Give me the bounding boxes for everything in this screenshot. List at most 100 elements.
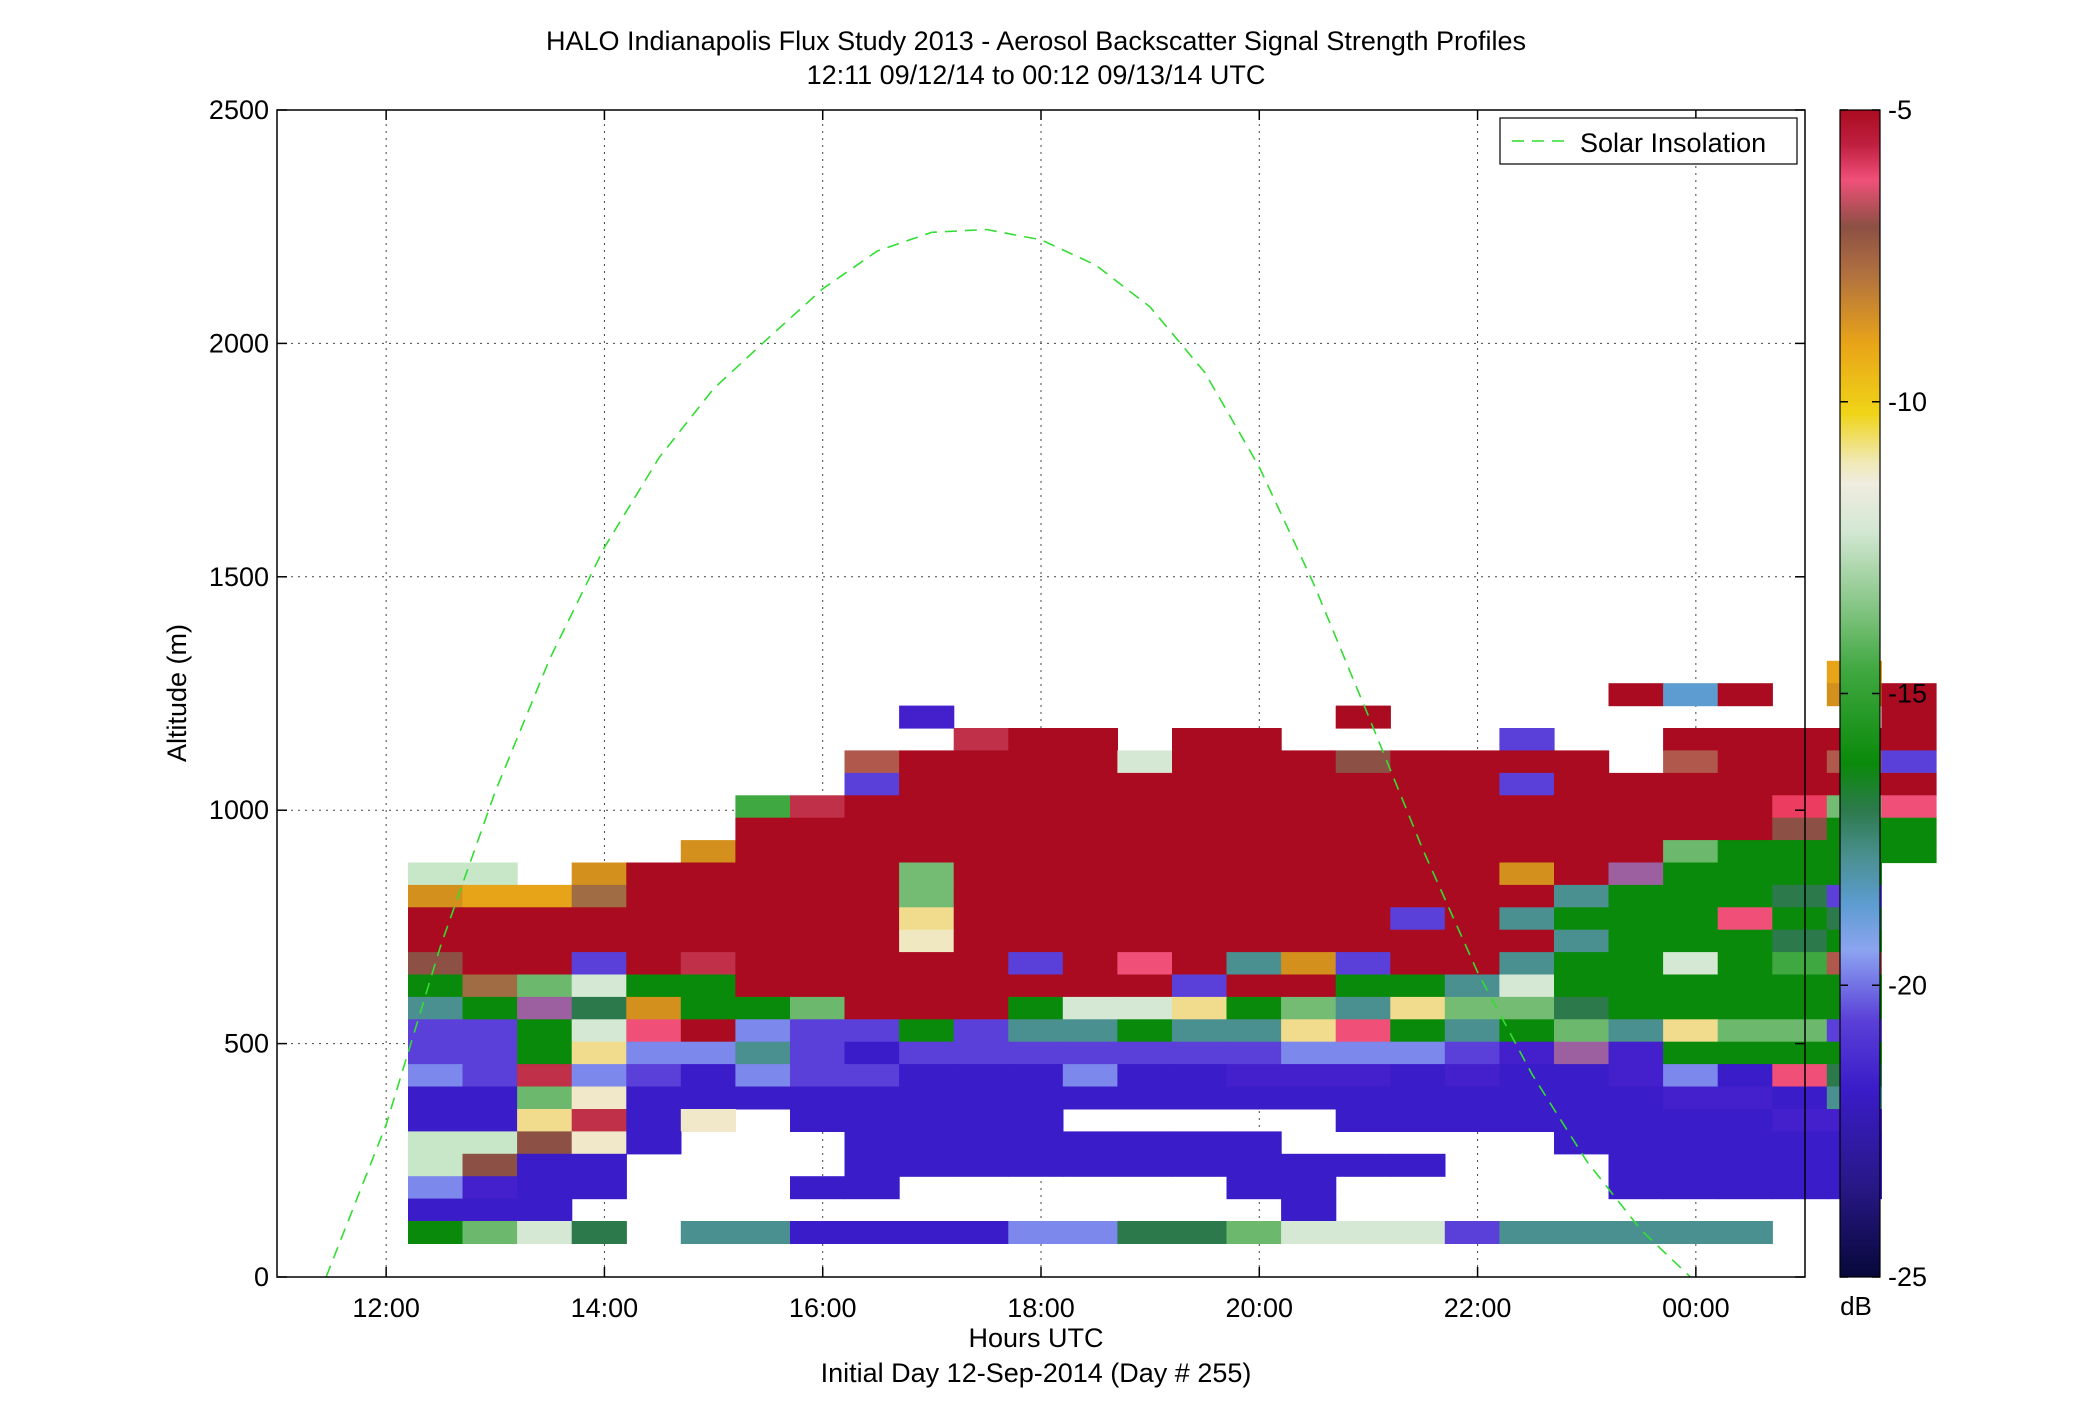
heatmap-cell [1608,974,1664,998]
heatmap-cell [899,884,955,908]
heatmap-cell [844,1064,900,1088]
heatmap-cell [844,1153,900,1177]
heatmap-cell [953,884,1009,908]
heatmap-cell [790,907,846,931]
heatmap-cell [1444,907,1500,931]
heatmap-cell [1390,996,1446,1020]
heatmap-cell [1226,1221,1282,1244]
heatmap-cell [1881,750,1937,774]
heatmap-cell [1772,952,1828,976]
heatmap-cell [1444,817,1500,841]
heatmap-cell [1390,1086,1446,1110]
heatmap-cell [790,840,846,864]
heatmap-cell [1281,884,1337,908]
heatmap-cell [1117,750,1173,774]
heatmap-cell [1717,772,1773,796]
heatmap-cell [1226,1019,1282,1043]
heatmap-cell [1390,952,1446,976]
heatmap-cell [1281,1153,1337,1177]
heatmap-cell [1663,1109,1719,1132]
heatmap-cell [408,1064,464,1088]
heatmap-cell [790,884,846,908]
heatmap-cell [1444,1041,1500,1065]
heatmap-cell [1335,1064,1391,1088]
heatmap-cell [1172,1019,1228,1043]
heatmap-cell [1554,1064,1610,1088]
heatmap-cell [1281,840,1337,864]
heatmap-cell [571,952,627,976]
heatmap-cell [1772,1064,1828,1088]
heatmap-cell [1281,862,1337,886]
heatmap-cell [1281,1086,1337,1110]
heatmap-cell [1226,929,1282,953]
heatmap-cell [517,1019,573,1043]
heatmap-cell [1554,929,1610,953]
y-tick-label: 0 [254,1262,269,1292]
heatmap-cell [735,817,791,841]
heatmap-cell [626,884,682,908]
heatmap-cell [1608,1176,1664,1200]
heatmap-cell [735,795,791,819]
heatmap-cell [1444,1019,1500,1043]
heatmap-cell [899,996,955,1020]
x-axis-label: Hours UTC [968,1323,1103,1353]
heatmap-cell [1772,817,1828,841]
heatmap-cell [953,728,1009,751]
heatmap-cell [1663,840,1719,864]
heatmap-cell [953,907,1009,931]
colorbar-tick-label: -5 [1888,95,1912,125]
heatmap-cell [1772,840,1828,864]
heatmap-cell [1717,862,1773,886]
heatmap-cell [1390,840,1446,864]
heatmap-cell [1444,1109,1500,1132]
heatmap-cell [735,1086,791,1110]
heatmap-cell [1172,750,1228,774]
heatmap-cell [1008,1131,1064,1155]
heatmap-cell [1772,1131,1828,1155]
heatmap-cell [1172,907,1228,931]
heatmap-cell [844,795,900,819]
heatmap-cell [1335,1109,1391,1132]
heatmap-cell [408,1019,464,1043]
heatmap-cell [1226,1041,1282,1065]
heatmap-cell [1390,1109,1446,1132]
heatmap-cell [1117,929,1173,953]
heatmap-cell [462,1131,518,1155]
heatmap-cell [1717,996,1773,1020]
heatmap-cell [517,1086,573,1110]
heatmap-cell [844,1041,900,1065]
heatmap-cell [462,1019,518,1043]
heatmap-cell [462,974,518,998]
heatmap-cell [735,862,791,886]
heatmap-cell [626,1041,682,1065]
heatmap-cell [462,1041,518,1065]
heatmap-cell [1281,907,1337,931]
heatmap-cell [408,907,464,931]
heatmap-cell [408,1109,464,1132]
heatmap-cell [735,929,791,953]
heatmap-cell [1062,817,1118,841]
heatmap-cell [1499,862,1555,886]
heatmap-cell [1062,884,1118,908]
heatmap-cell [462,1109,518,1132]
x-tick-label: 20:00 [1225,1293,1293,1323]
heatmap-cell [1663,1153,1719,1177]
heatmap-cell [1663,952,1719,976]
heatmap-cell [953,996,1009,1020]
heatmap-cell [844,817,900,841]
heatmap-cell [517,996,573,1020]
heatmap-cell [1390,907,1446,931]
heatmap-cell [1390,974,1446,998]
heatmap-cell [899,974,955,998]
heatmap-cell [953,929,1009,953]
heatmap-cell [1172,1086,1228,1110]
heatmap-cell [1281,795,1337,819]
heatmap-cell [408,1221,464,1244]
heatmap-cell [1226,840,1282,864]
heatmap-cell [1172,728,1228,751]
heatmap-cell [1281,952,1337,976]
heatmap-cell [953,1221,1009,1244]
heatmap-cell [1117,840,1173,864]
heatmap-cell [1663,683,1719,707]
heatmap-cell [571,1019,627,1043]
